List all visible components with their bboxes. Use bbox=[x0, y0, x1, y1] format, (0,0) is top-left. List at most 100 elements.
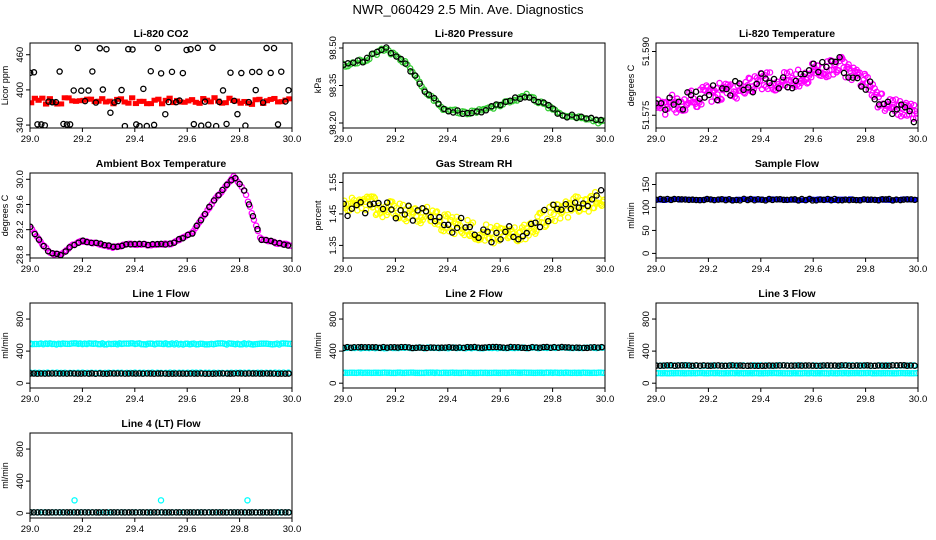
data-point bbox=[530, 369, 537, 377]
data-point bbox=[557, 215, 564, 222]
data-point bbox=[136, 240, 143, 248]
data-point bbox=[180, 509, 187, 516]
data-point bbox=[670, 369, 677, 377]
data-point bbox=[191, 370, 198, 377]
data-point bbox=[147, 67, 155, 75]
data-point bbox=[595, 369, 602, 376]
data-point bbox=[107, 109, 114, 116]
data-point bbox=[835, 67, 842, 74]
data-point bbox=[824, 362, 831, 369]
data-point bbox=[813, 197, 820, 204]
data-point bbox=[849, 196, 857, 204]
data-point bbox=[197, 217, 205, 224]
data-point bbox=[412, 344, 420, 352]
data-point bbox=[599, 369, 605, 377]
plot-frame bbox=[655, 42, 919, 129]
data-point bbox=[129, 95, 136, 101]
data-point bbox=[679, 106, 687, 113]
data-point bbox=[488, 238, 495, 246]
data-point bbox=[241, 98, 248, 104]
y-axis-label: ml/min bbox=[313, 332, 323, 359]
data-point bbox=[107, 370, 114, 377]
data-point bbox=[425, 91, 433, 98]
data-point bbox=[835, 362, 842, 369]
data-point bbox=[657, 369, 665, 377]
data-point bbox=[344, 212, 351, 220]
data-point bbox=[143, 509, 151, 516]
data-point bbox=[824, 195, 831, 203]
data-point bbox=[757, 370, 765, 377]
data-point bbox=[468, 369, 476, 377]
data-point bbox=[670, 101, 677, 108]
data-point bbox=[545, 217, 552, 225]
data-point bbox=[263, 369, 270, 376]
data-point bbox=[788, 84, 796, 92]
data-point bbox=[64, 340, 71, 348]
data-point bbox=[259, 370, 267, 377]
data-point bbox=[442, 344, 449, 351]
data-point bbox=[245, 98, 253, 106]
data-point bbox=[460, 369, 467, 377]
data-point bbox=[219, 509, 227, 516]
y-tick-label: 400 bbox=[15, 82, 26, 98]
data-point bbox=[30, 100, 35, 106]
data-point bbox=[878, 90, 886, 98]
data-point bbox=[525, 369, 533, 376]
data-point bbox=[40, 242, 47, 250]
data-point bbox=[893, 196, 900, 203]
data-point bbox=[747, 362, 754, 369]
y-tick-label: 1.45 bbox=[328, 205, 339, 224]
data-point bbox=[230, 97, 238, 105]
chart-title: Sample Flow bbox=[755, 158, 820, 170]
data-point bbox=[809, 362, 816, 369]
data-point bbox=[834, 197, 842, 204]
data-point bbox=[409, 217, 417, 224]
data-point bbox=[469, 219, 477, 226]
data-point bbox=[681, 96, 688, 103]
data-point bbox=[873, 369, 880, 377]
data-point bbox=[89, 68, 96, 75]
data-point bbox=[727, 92, 734, 99]
data-point bbox=[758, 70, 765, 77]
data-point bbox=[586, 369, 594, 377]
data-point bbox=[471, 343, 478, 351]
data-point bbox=[527, 369, 535, 377]
data-point bbox=[143, 370, 151, 377]
chart-title: Gas Stream RH bbox=[436, 158, 512, 170]
data-point bbox=[886, 369, 894, 377]
data-point bbox=[529, 343, 536, 351]
data-point bbox=[60, 509, 67, 516]
data-point bbox=[792, 77, 800, 85]
data-point bbox=[99, 86, 107, 93]
data-point bbox=[776, 195, 784, 203]
data-point bbox=[722, 362, 729, 370]
data-point bbox=[366, 201, 374, 208]
data-point bbox=[765, 195, 773, 203]
x-tick-label: 29.2 bbox=[386, 134, 405, 145]
data-point bbox=[30, 509, 34, 516]
data-point bbox=[114, 509, 121, 516]
data-point bbox=[740, 362, 747, 369]
data-point bbox=[110, 340, 117, 348]
data-point bbox=[519, 232, 527, 240]
data-point bbox=[558, 209, 565, 217]
data-point bbox=[558, 343, 566, 351]
data-point bbox=[355, 369, 362, 376]
data-point bbox=[245, 201, 253, 208]
data-point bbox=[121, 99, 128, 105]
data-point bbox=[383, 44, 390, 51]
data-point bbox=[372, 344, 380, 351]
data-point bbox=[252, 509, 259, 516]
data-point bbox=[780, 196, 787, 204]
data-point bbox=[871, 369, 878, 377]
data-point bbox=[886, 362, 893, 369]
data-point bbox=[169, 370, 176, 377]
data-point bbox=[783, 196, 791, 204]
data-point bbox=[80, 97, 87, 103]
data-point bbox=[445, 343, 453, 351]
data-point bbox=[766, 79, 773, 87]
x-tick-label: 29.6 bbox=[804, 134, 823, 145]
data-point bbox=[657, 99, 665, 107]
data-point bbox=[140, 240, 148, 248]
data-point bbox=[661, 197, 667, 203]
